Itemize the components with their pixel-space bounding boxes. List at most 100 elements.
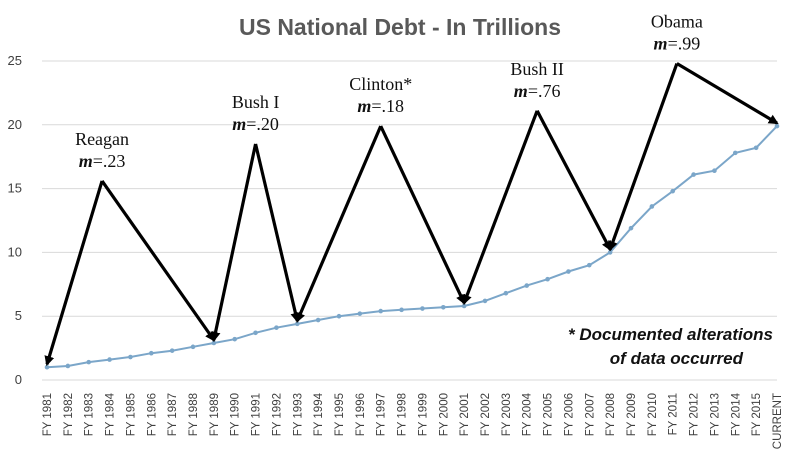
x-tick-label: FY 2005 [543,393,555,436]
label-reagan-slope: m=.23 [79,151,126,171]
series-line [46,125,778,369]
y-tick-label: 5 [15,308,22,323]
y-tick-label: 0 [15,372,22,387]
data-point [336,313,342,319]
x-tick-label: FY 1988 [188,393,200,436]
x-tick-label: FY 1984 [105,392,117,436]
label-obama-name: Obama [651,12,703,32]
data-point [128,354,133,360]
label-bush2-name: Bush II [510,59,564,79]
x-tick-label: FY 2002 [480,393,492,436]
note-line-1: * Documented alterations [568,325,773,344]
x-tick-label: FY 2006 [563,393,575,436]
x-tick-label: FY 1995 [334,393,346,436]
arrow-bush2-start [462,110,539,305]
data-point [420,306,425,311]
x-tick-label: FY 1982 [63,393,75,436]
label-clinton-slope: m=.18 [357,96,404,116]
x-tick-label: FY 1991 [251,393,263,436]
data-point [211,340,217,346]
grid-lines [42,60,777,381]
x-tick-label: FY 1999 [417,393,429,436]
data-point [753,145,759,151]
x-tick-label: FY 2008 [605,393,617,436]
arrow-bush2-end [535,110,612,252]
president-arrows [44,62,779,367]
data-point [691,172,696,177]
x-tick-label: FY 1983 [84,393,96,436]
data-point [399,307,404,313]
x-tick-label: FY 2014 [730,392,742,436]
data-point [545,276,550,282]
data-point [294,321,300,327]
data-point [774,123,780,129]
data-point [524,283,530,288]
x-tick-label: FY 1994 [313,392,325,436]
arrow-bush1-end [254,143,301,323]
x-tick-label: FY 1987 [167,393,179,436]
data-point [461,303,467,309]
x-tick-label: FY 2003 [501,393,513,436]
data-point [65,363,71,369]
data-point [253,330,258,336]
data-point [169,348,175,353]
x-tick-label: FY 2004 [522,392,534,436]
label-bush1-name: Bush I [232,92,280,112]
x-tick-label: FY 2010 [647,393,659,436]
x-tick-label: FY 1985 [125,393,137,436]
data-point [190,344,196,350]
x-axis-ticks: FY 1981 FY 1982 FY 1983 FY 1984 FY 1985 FY 19… [42,392,784,449]
x-tick-label: FY 2013 [709,393,721,436]
data-point [670,188,676,194]
data-point [732,150,738,156]
x-tick-label: FY 1998 [397,393,409,436]
data-point [586,262,592,268]
data-point [566,269,571,274]
x-tick-label: FY 2001 [459,393,471,436]
x-tick-label: FY 1989 [209,393,221,436]
data-point [148,350,154,356]
data-point [232,336,238,342]
data-note: * Documented alterations of data occurre… [568,325,773,368]
arrow-clinton-start [295,125,383,323]
label-obama-slope: m=.99 [654,34,701,54]
x-tick-label: FY 1993 [292,393,304,436]
label-reagan-name: Reagan [75,129,129,149]
data-point [712,168,717,174]
x-tick-label: FY 1997 [376,393,388,436]
label-bush1-slope: m=.20 [232,114,279,134]
data-point [503,290,509,296]
data-point [482,298,488,304]
series-debt [44,123,780,370]
x-tick-label: FY 2009 [626,393,638,436]
data-point [649,204,655,209]
y-axis-ticks: 0 5 10 15 20 25 [8,53,22,387]
chart-title: US National Debt - In Trillions [239,14,561,40]
x-tick-label: FY 1981 [42,393,54,436]
x-tick-label: FY 2007 [584,393,596,436]
arrow-obama-start [608,63,679,252]
x-tick-label: FY 2000 [438,393,450,436]
x-tick-label: FY 2015 [751,393,763,436]
data-point [628,225,634,231]
y-tick-label: 10 [8,244,22,259]
x-tick-label: FY 1986 [146,393,158,436]
x-tick-label: FY 2011 [668,393,680,435]
label-bush2-slope: m=.76 [514,81,561,101]
arrow-obama-end [676,62,779,125]
y-tick-label: 15 [8,181,22,196]
data-point [44,364,50,370]
x-tick-label: FY 2012 [689,393,701,436]
data-point [357,311,363,316]
arrow-reagan-start [44,180,104,367]
arrow-clinton-end [379,125,466,305]
x-tick-label: FY 1992 [271,393,283,436]
data-point [107,357,112,362]
arrow-reagan-end [100,180,216,342]
data-point [86,359,92,365]
y-tick-label: 25 [8,53,22,68]
x-tick-label: FY 1996 [355,393,367,436]
label-clinton-name: Clinton* [349,74,412,94]
